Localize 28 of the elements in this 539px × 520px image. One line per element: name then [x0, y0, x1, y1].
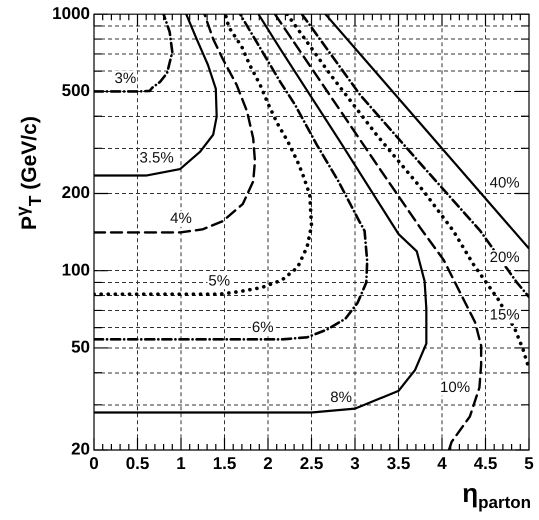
annotation: 8%	[330, 388, 352, 406]
annotation: 15%	[490, 306, 520, 324]
y-tick-label: 200	[62, 183, 90, 202]
x-axis-title: η$_{parton}$	[462, 478, 531, 514]
y-tick-label: 50	[71, 338, 90, 357]
x-tick-label: 1.5	[212, 454, 236, 473]
x-tick-label: 0	[89, 454, 99, 473]
y-tick-label: 20	[71, 440, 90, 459]
annotation: 3.5%	[140, 150, 174, 167]
annotation: 3%	[114, 70, 136, 87]
annotation: 6%	[252, 318, 274, 336]
x-tick-label: 1	[176, 454, 186, 473]
x-tick-label: 3.5	[386, 454, 410, 473]
x-tick-label: 3	[350, 454, 360, 473]
annotation: 10%	[440, 378, 470, 396]
annotation: 5%	[208, 272, 230, 290]
y-tick-label: 100	[62, 260, 90, 280]
x-tick-label: 2	[263, 454, 273, 473]
y-tick-label: 500	[62, 81, 90, 100]
annotation: 40%	[490, 174, 520, 192]
x-tick-label: 4.5	[474, 454, 498, 473]
annotation: 20%	[490, 249, 520, 266]
x-tick-label: 0.5	[126, 454, 150, 473]
x-tick-label: 5	[524, 454, 534, 473]
y-tick-label: 1000	[52, 4, 90, 23]
x-tick-label: 2.5	[300, 454, 324, 473]
annotation: 4%	[170, 210, 192, 228]
x-tick-label: 4	[437, 454, 448, 473]
